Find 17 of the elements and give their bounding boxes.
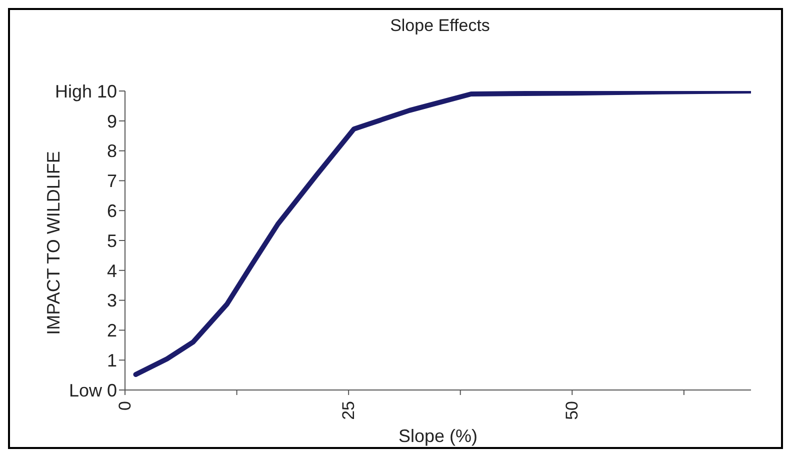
y-tick-label: 9 [106,111,117,132]
x-tick-label: 50 [562,401,582,420]
y-tick-label: 8 [106,141,117,162]
y-tick-label: 4 [106,260,117,281]
y-tick-label: 7 [106,171,117,192]
y-tick-label: Low 0 [68,380,117,400]
y-tick-label: 3 [106,290,117,311]
y-tick-label: 1 [106,350,117,370]
x-tick-label: 25 [339,401,358,420]
y-tick-label: 5 [106,230,117,251]
x-axis-title: Slope (%) [397,426,479,447]
chart-title: Slope Effects [389,16,491,36]
y-tick-label: 6 [106,200,117,221]
x-tick-label: 0 [116,401,134,410]
y-tick-label: 2 [106,320,117,341]
y-tick-label: High 10 [54,81,117,102]
y-axis-title: IMPACT TO WILDLIFE [44,150,64,334]
